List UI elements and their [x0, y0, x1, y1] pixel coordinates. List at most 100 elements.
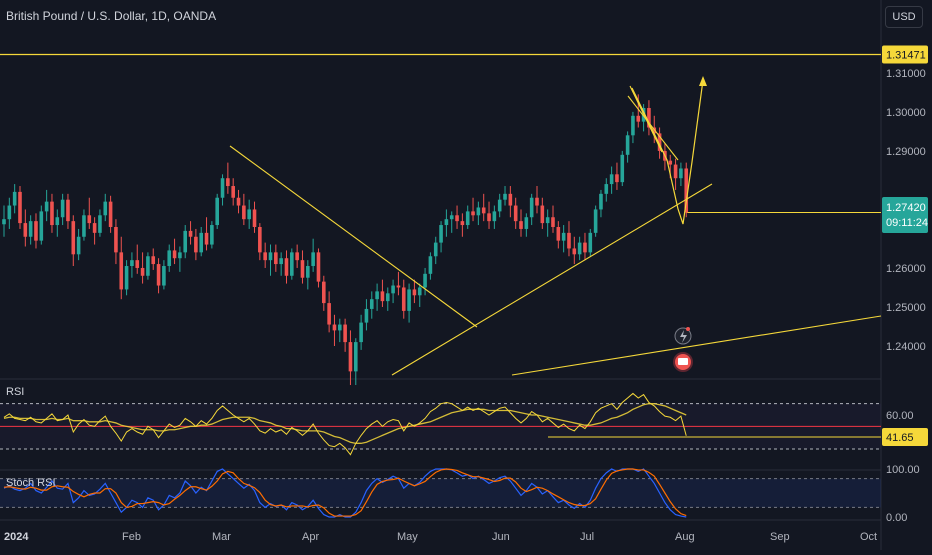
candle-body	[465, 211, 470, 226]
price-axis-tick: 1.26000	[886, 263, 926, 275]
candle-body	[92, 223, 97, 233]
candle-body	[535, 197, 539, 206]
candle-body	[130, 260, 134, 267]
candle-body	[588, 232, 593, 253]
candle-body	[423, 273, 427, 288]
stoch-d-line	[3, 468, 687, 517]
candle-body	[156, 264, 161, 286]
candle-body	[220, 178, 225, 198]
price-axis-tick: 1.30000	[886, 107, 926, 119]
candle-body	[18, 191, 22, 224]
candle-body	[449, 215, 454, 220]
candle-body	[199, 232, 204, 253]
candle-body	[401, 287, 406, 311]
candle-body	[124, 266, 129, 290]
candle-body	[567, 232, 571, 249]
candle-body	[55, 217, 60, 226]
candle-body	[439, 225, 443, 243]
candle-body	[657, 133, 662, 151]
candle-body	[609, 174, 614, 185]
candle-body	[481, 207, 486, 214]
candle-body	[684, 168, 689, 213]
price-axis-tick: 1.24000	[886, 341, 926, 353]
candle-body	[593, 209, 598, 233]
lightning-icon-glyph	[680, 330, 687, 343]
candle-body	[98, 215, 102, 233]
currency-button[interactable]: USD	[885, 6, 923, 28]
candle-body	[369, 299, 374, 309]
candle-body	[359, 322, 363, 343]
stoch-band	[0, 478, 881, 508]
candle-body	[252, 209, 257, 227]
candle-body	[300, 260, 305, 278]
candle-body	[508, 193, 513, 206]
candle-body	[332, 324, 337, 331]
candle-body	[385, 293, 390, 302]
candle-body	[540, 205, 545, 224]
candle-body	[417, 287, 422, 296]
candle-body	[647, 107, 651, 128]
candle-body	[151, 256, 156, 265]
candle-body	[146, 256, 150, 276]
lower-trendline	[511, 315, 882, 376]
candle-body	[455, 215, 459, 222]
candle-body	[444, 219, 449, 226]
candle-body	[2, 219, 6, 225]
candle-body	[290, 252, 294, 276]
candle-body	[284, 258, 289, 276]
candle-body	[178, 252, 182, 259]
candle-body	[615, 174, 619, 183]
candle-body	[487, 213, 491, 222]
candle-body	[556, 226, 561, 241]
horizontal-line-price-label: 1.31471	[886, 49, 926, 61]
candle-body	[7, 205, 12, 220]
rsi-axis-tick: 60.00	[886, 410, 914, 422]
earnings-flag-glyph	[678, 358, 688, 365]
stoch-axis-tick: 0.00	[886, 512, 907, 524]
symbol-title: British Pound / U.S. Dollar, 1D, OANDA	[6, 9, 217, 23]
descending-trendline	[229, 145, 478, 328]
time-axis-label: Apr	[302, 531, 319, 543]
wedge-trendline	[627, 95, 679, 161]
candle-body	[311, 252, 315, 267]
candle-body	[66, 199, 70, 222]
candle-body	[268, 252, 273, 261]
candle-body	[396, 285, 401, 288]
price-axis-tick: 1.29000	[886, 146, 926, 158]
candle-body	[258, 226, 262, 253]
candle-body	[599, 193, 603, 210]
stoch-axis-tick: 100.00	[886, 464, 920, 476]
candle-body	[50, 201, 54, 226]
candle-body	[348, 342, 353, 372]
projection-path	[631, 79, 704, 225]
candle-body	[274, 252, 278, 265]
candle-body	[545, 217, 550, 224]
candle-body	[140, 267, 145, 276]
rsi-ma-line	[3, 403, 687, 444]
candle-body	[231, 186, 235, 198]
alert-dot	[686, 327, 690, 331]
last-price-label-bg	[882, 197, 928, 233]
horizontal-line-price-label-bg	[882, 45, 928, 64]
candle-body	[263, 252, 267, 261]
candle-body	[215, 197, 219, 226]
candle-body	[76, 236, 81, 255]
price-axis-tick: 1.31000	[886, 68, 926, 80]
candle-body	[316, 252, 321, 282]
rsi-value-label-bg	[882, 428, 928, 446]
price-axis-tick: 1.25000	[886, 302, 926, 314]
candle-body	[114, 226, 118, 253]
candle-body	[12, 191, 17, 206]
candle-body	[375, 291, 379, 300]
candle-body	[226, 178, 230, 187]
candle-body	[167, 250, 172, 267]
candle-body	[236, 197, 241, 206]
candle-body	[108, 201, 113, 227]
projection-arrowhead	[699, 76, 707, 86]
candle-body	[39, 211, 44, 241]
time-axis-label: Oct	[860, 531, 877, 543]
candle-body	[87, 215, 92, 224]
